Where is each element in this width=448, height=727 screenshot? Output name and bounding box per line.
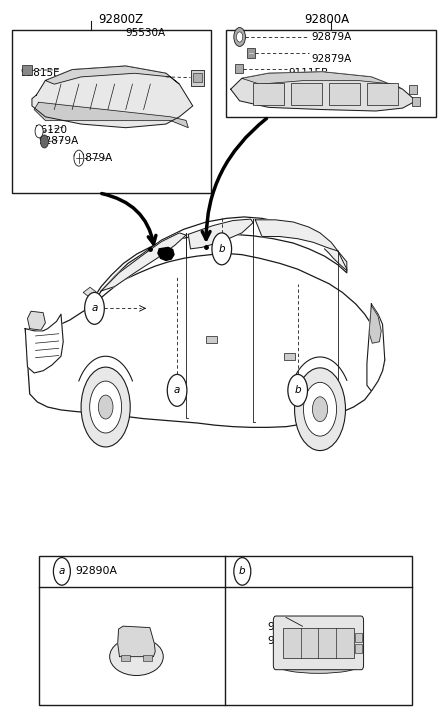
FancyBboxPatch shape (283, 627, 354, 658)
Bar (12, 30, 211, 193)
Polygon shape (255, 220, 338, 251)
Bar (409, 85, 418, 94)
Polygon shape (25, 314, 63, 373)
Circle shape (53, 558, 70, 585)
Bar (284, 353, 296, 360)
Polygon shape (101, 233, 186, 291)
Bar (143, 655, 152, 661)
Circle shape (234, 28, 246, 47)
Bar (355, 644, 362, 653)
Bar (367, 84, 398, 105)
Circle shape (90, 381, 121, 433)
Polygon shape (27, 311, 45, 330)
Circle shape (98, 395, 113, 419)
Bar (291, 84, 322, 105)
Circle shape (81, 367, 130, 447)
Circle shape (74, 150, 84, 166)
Bar (412, 97, 420, 106)
Polygon shape (369, 305, 381, 343)
Text: b: b (219, 244, 225, 254)
Circle shape (237, 32, 243, 42)
Text: 95530A: 95530A (126, 28, 166, 39)
Polygon shape (367, 304, 385, 391)
Polygon shape (242, 72, 403, 89)
Ellipse shape (277, 657, 360, 673)
FancyBboxPatch shape (273, 616, 364, 670)
Text: 92879A: 92879A (311, 54, 351, 64)
Text: 92879A: 92879A (311, 32, 351, 42)
Polygon shape (32, 66, 193, 128)
Ellipse shape (110, 638, 163, 675)
Bar (253, 84, 284, 105)
Circle shape (35, 125, 43, 138)
Text: a: a (174, 385, 180, 395)
Circle shape (40, 135, 48, 148)
Bar (329, 84, 360, 105)
Circle shape (303, 382, 336, 436)
Circle shape (295, 368, 345, 451)
Bar (247, 48, 255, 58)
Bar (22, 65, 32, 76)
Circle shape (85, 292, 104, 324)
Text: 91115B: 91115B (289, 68, 329, 79)
Text: 92850L
92660A: 92850L 92660A (268, 622, 310, 646)
Bar (193, 73, 202, 82)
Bar (226, 30, 436, 117)
Bar (39, 555, 412, 704)
Circle shape (234, 558, 251, 585)
Bar (235, 64, 243, 73)
Bar (206, 336, 217, 343)
Polygon shape (83, 287, 97, 300)
Text: 92879A: 92879A (72, 153, 112, 163)
Text: b: b (294, 385, 301, 395)
Text: a: a (91, 303, 98, 313)
Circle shape (288, 374, 307, 406)
Polygon shape (25, 253, 385, 427)
Polygon shape (45, 66, 179, 84)
Text: 92815E: 92815E (21, 68, 60, 79)
Polygon shape (231, 72, 416, 111)
Circle shape (212, 233, 232, 265)
Text: 92800Z: 92800Z (99, 13, 144, 26)
Polygon shape (92, 217, 347, 305)
Polygon shape (34, 103, 188, 128)
Polygon shape (324, 249, 347, 270)
Bar (121, 655, 130, 661)
Text: b: b (239, 566, 246, 577)
Text: a: a (59, 566, 65, 577)
Polygon shape (118, 626, 155, 656)
Text: 92890A: 92890A (75, 566, 117, 577)
Polygon shape (188, 219, 253, 249)
Text: 76120: 76120 (34, 125, 67, 134)
Bar (355, 633, 362, 642)
Polygon shape (158, 247, 174, 260)
Text: 92879A: 92879A (39, 137, 79, 146)
Bar (190, 70, 204, 86)
Circle shape (312, 397, 327, 422)
Circle shape (167, 374, 187, 406)
Text: 92800A: 92800A (304, 13, 349, 26)
